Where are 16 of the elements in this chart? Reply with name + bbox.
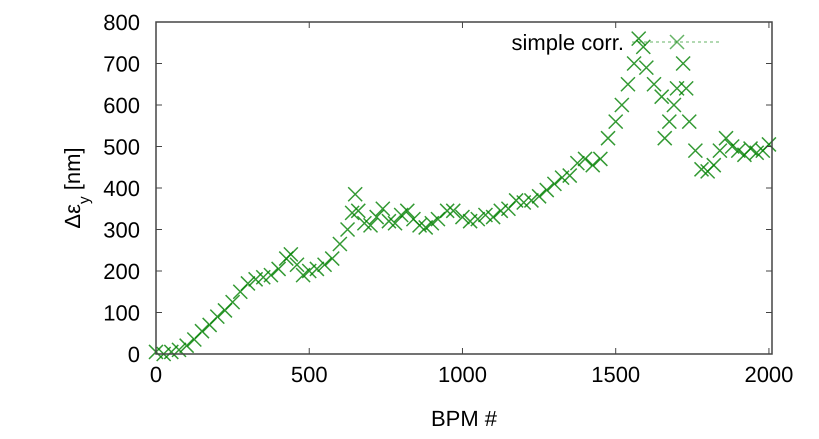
y-tick-label: 800 (103, 10, 140, 35)
x-axis-title: BPM # (430, 406, 498, 431)
y-tick-label: 200 (103, 259, 140, 284)
y-tick-label: 700 (103, 52, 140, 76)
y-tick-label: 400 (103, 176, 140, 201)
x-tick-label: 2000 (744, 362, 794, 387)
legend-label: simple corr. (512, 30, 624, 55)
y-tick-label: 100 (103, 300, 140, 326)
x-tick-label: 1000 (438, 362, 487, 387)
x-tick-label: 500 (290, 362, 328, 387)
y-tick-label: 300 (103, 218, 140, 242)
y-tick-label: 500 (103, 134, 140, 160)
x-tick-label: 1500 (591, 362, 640, 387)
x-tick-label: 0 (150, 362, 162, 387)
y-tick-label: 0 (128, 342, 140, 367)
y-tick-label: 600 (103, 93, 140, 118)
